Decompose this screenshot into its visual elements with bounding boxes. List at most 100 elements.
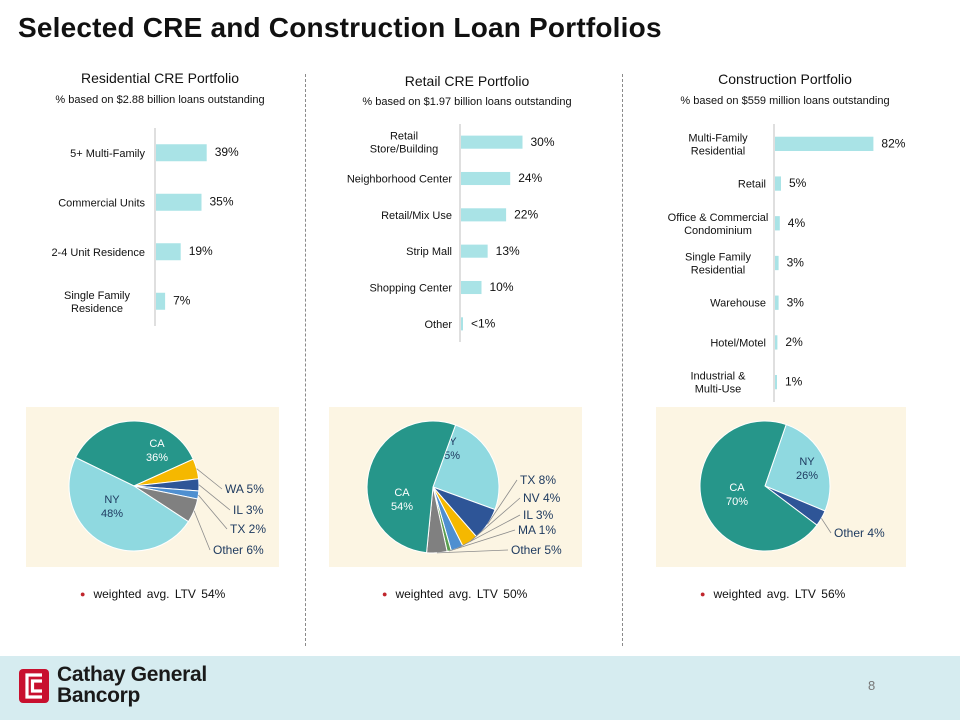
bar-value-multi-family-residential: 82% — [881, 136, 905, 150]
bar-value-strip-mall: 13% — [496, 244, 520, 258]
company-logo-text: Cathay General Bancorp — [57, 664, 207, 706]
construction-bar-chart: 82% Multi-Family Residential 5% Retail 4% Offi… — [668, 124, 906, 402]
pie-label-ca: CA 70% — [726, 482, 748, 508]
bar-5-multi-family — [156, 144, 207, 162]
logo-line-2: Bancorp — [57, 684, 141, 707]
bar-warehouse — [775, 295, 779, 310]
bar-category-5-multi-family: 5+ Multi-Family — [70, 148, 145, 160]
bar-single-family-residential — [775, 255, 779, 271]
pie-label-wa: WA 5% — [225, 482, 264, 496]
divider-left — [305, 74, 306, 646]
bar-value-single-family-residential: 3% — [787, 256, 805, 270]
bullet-icon: ● — [700, 589, 706, 599]
bar-category-strip-mall: Strip Mall — [406, 246, 452, 258]
bar-value-office-commercial-condominium: 4% — [788, 216, 806, 230]
pie-leader-wa — [196, 468, 223, 490]
residential-cre-title: Residential CRE Portfolio — [81, 70, 239, 86]
bar-value-warehouse: 3% — [787, 295, 805, 309]
bar-category-2-4-unit-residence: 2-4 Unit Residence — [51, 247, 145, 259]
bar-category-industrial-multi-use: Industrial & Multi-Use — [690, 371, 746, 396]
bar-value-retail-mix-use: 22% — [514, 208, 538, 222]
bar-value-2-4-unit-residence: 19% — [189, 244, 213, 258]
bar-category-single-family-residential: Single Family Residential — [685, 252, 752, 277]
bar-commercial-units — [156, 193, 202, 211]
bar-retail-store-building — [461, 135, 523, 149]
bar-category-retail: Retail — [738, 179, 766, 191]
bar-category-retail-store-building: Retail Store/Building — [370, 131, 439, 156]
pie-slice-ny — [764, 423, 831, 512]
pie-leader-il — [456, 514, 521, 549]
pie-leader-other — [821, 518, 832, 534]
bar-office-commercial-condominium — [775, 216, 780, 231]
bar-neighborhood-center — [461, 171, 511, 186]
bar-category-neighborhood-center: Neighborhood Center — [347, 174, 453, 186]
pie-slice-ny — [68, 456, 190, 552]
bar-industrial-multi-use — [775, 374, 777, 390]
pie-label-other: Other 4% — [834, 526, 885, 540]
bar-value-neighborhood-center: 24% — [518, 171, 542, 185]
bar-other — [461, 317, 463, 331]
page-title: Selected CRE and Construction Loan Portf… — [18, 12, 662, 43]
pie-label-il: IL 3% — [523, 508, 554, 522]
bar-2-4-unit-residence — [156, 243, 181, 261]
pie-label-ca: CA 36% — [146, 438, 168, 464]
pie-leader-other — [436, 549, 509, 554]
pie-slice-ca — [366, 420, 457, 554]
bar-shopping-center — [461, 280, 482, 295]
residential-ltv-note: ● weighted avg. LTV 54% — [80, 587, 225, 601]
bar-multi-family-residential — [775, 136, 874, 152]
residential-cre-subtitle: % based on $2.88 billion loans outstandi… — [55, 94, 265, 106]
pie-slice-ca — [699, 420, 818, 552]
pie-leader-nv — [469, 497, 521, 543]
pie-label-nv: NV 4% — [523, 491, 561, 505]
construction-pie-chart: NY 26% Other 4% CA 70% — [699, 420, 885, 552]
bar-category-office-commercial-condominium: Office & Commercial Condominium — [668, 212, 769, 237]
retail-cre-title: Retail CRE Portfolio — [404, 73, 530, 89]
pie-label-ny: NY 48% — [101, 494, 123, 520]
bar-single-family-residence — [156, 292, 166, 310]
bar-value-retail-store-building: 30% — [531, 135, 555, 149]
bar-value-industrial-multi-use: 1% — [785, 375, 803, 389]
pie-leader-other — [193, 510, 211, 551]
pie-leader-tx — [487, 479, 518, 525]
pie-leader-ma — [449, 529, 516, 552]
bar-value-other: <1% — [471, 317, 496, 331]
pie-label-tx: TX 8% — [520, 473, 556, 487]
bar-value-hotel-motel: 2% — [785, 335, 803, 349]
pie-leader-il — [198, 484, 231, 511]
bar-category-multi-family-residential: Multi-Family Residential — [688, 132, 748, 157]
bar-retail — [775, 176, 781, 191]
bar-category-retail-mix-use: Retail/Mix Use — [381, 210, 452, 222]
bar-category-commercial-units: Commercial Units — [58, 197, 145, 209]
bar-category-warehouse: Warehouse — [710, 298, 766, 310]
residential-pie-chart: CA 36% WA 5% IL 3% TX 2% Other 6% NY 48% — [68, 420, 266, 557]
footer-band — [0, 656, 960, 720]
pie-slice-ny — [432, 424, 500, 511]
bar-retail-mix-use — [461, 208, 507, 222]
divider-right — [622, 74, 623, 646]
construction-ltv-text: weighted avg. LTV 56% — [713, 587, 846, 601]
bar-hotel-motel — [775, 335, 778, 350]
pie-label-ca: CA 54% — [391, 487, 413, 513]
bullet-icon: ● — [382, 589, 388, 599]
pie-label-ma: MA 1% — [518, 523, 556, 537]
bar-category-single-family-residence: Single Family Residence — [64, 290, 131, 315]
bullet-icon: ● — [80, 589, 86, 599]
residential-cre-bar-chart: 39% 5+ Multi-Family 35% Commercial Units 19%… — [51, 128, 239, 326]
pie-label-il: IL 3% — [233, 503, 264, 517]
pie-label-other: Other 6% — [213, 543, 264, 557]
construction-ltv-note: ● weighted avg. LTV 56% — [700, 587, 845, 601]
bar-value-shopping-center: 10% — [490, 280, 514, 294]
bar-value-5-multi-family: 39% — [215, 145, 239, 159]
pie-label-ny: NY 26% — [796, 456, 818, 482]
page-number: 8 — [868, 678, 876, 693]
retail-cre-subtitle: % based on $1.97 billion loans outstandi… — [362, 96, 572, 108]
pie-label-other: Other 5% — [511, 543, 562, 557]
logo-line-1: Cathay General — [57, 663, 207, 686]
bar-strip-mall — [461, 244, 488, 258]
pie-leader-tx — [198, 494, 228, 530]
retail-ltv-text: weighted avg. LTV 50% — [395, 587, 528, 601]
bar-category-other: Other — [424, 319, 452, 331]
pie-slice-ca — [74, 420, 194, 487]
